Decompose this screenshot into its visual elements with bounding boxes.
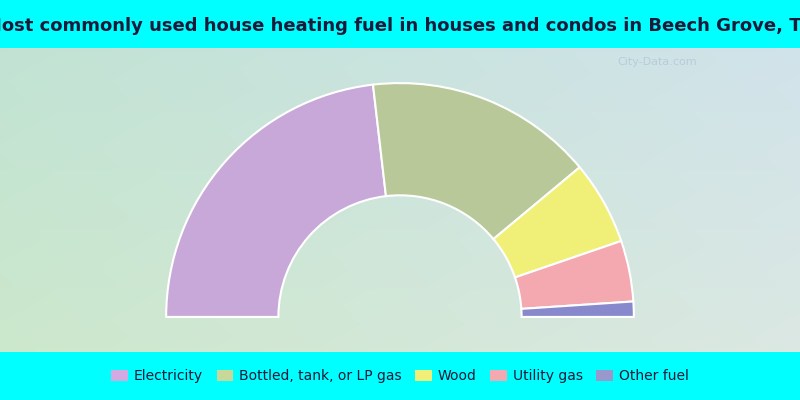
Wedge shape bbox=[166, 85, 386, 317]
Wedge shape bbox=[373, 83, 580, 239]
Wedge shape bbox=[522, 302, 634, 317]
Text: City-Data.com: City-Data.com bbox=[617, 57, 697, 67]
Wedge shape bbox=[515, 241, 634, 309]
Legend: Electricity, Bottled, tank, or LP gas, Wood, Utility gas, Other fuel: Electricity, Bottled, tank, or LP gas, W… bbox=[106, 364, 694, 388]
Text: Most commonly used house heating fuel in houses and condos in Beech Grove, TN: Most commonly used house heating fuel in… bbox=[0, 17, 800, 35]
Wedge shape bbox=[494, 167, 621, 278]
